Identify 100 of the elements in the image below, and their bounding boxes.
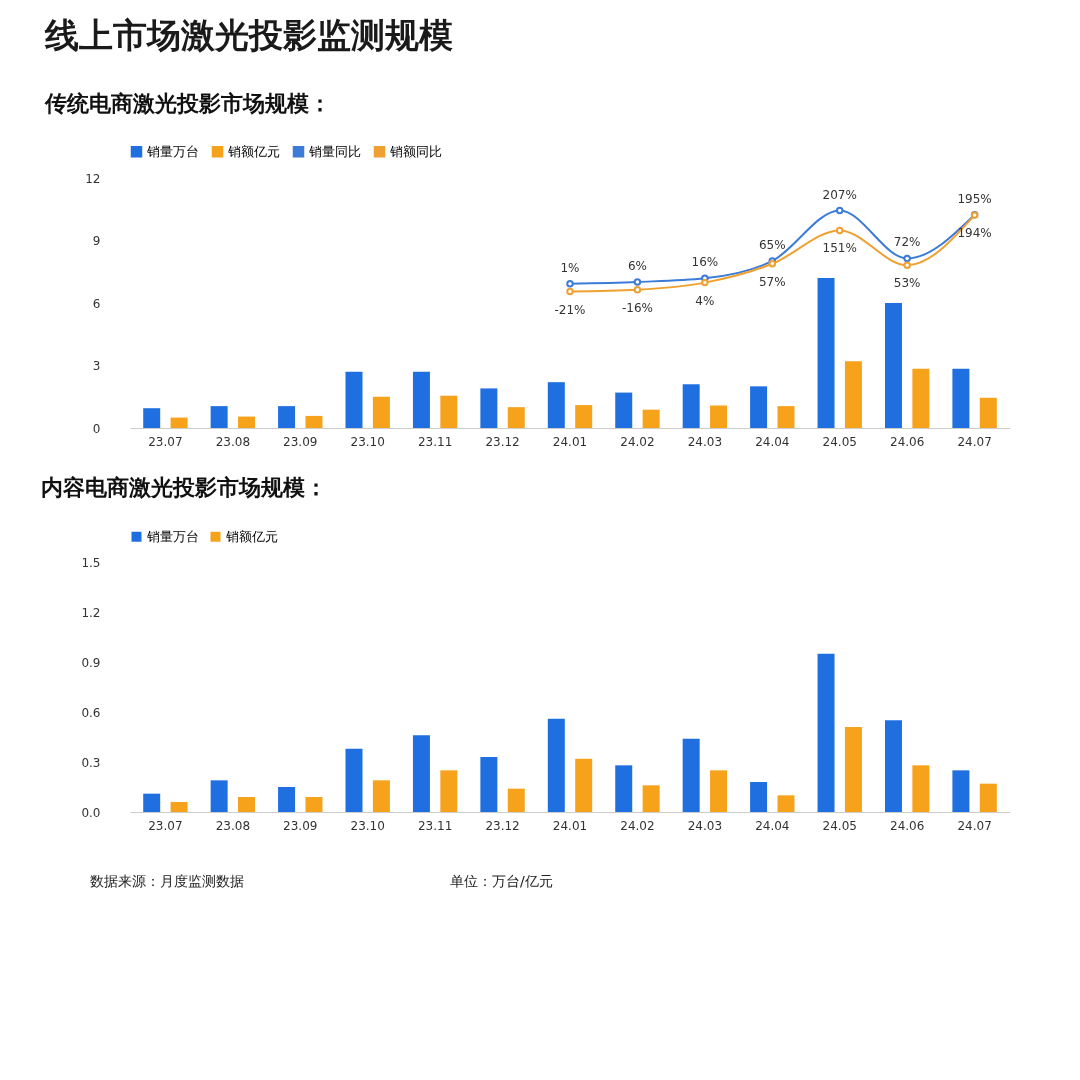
bar <box>412 735 430 812</box>
x-tick-label: 24.02 <box>620 434 655 449</box>
x-tick-label: 23.07 <box>148 434 183 449</box>
data-label: 57% <box>758 274 786 289</box>
data-label: 194% <box>957 226 992 241</box>
bar <box>170 802 188 812</box>
bar <box>844 361 862 428</box>
x-tick-label: 23.08 <box>215 434 251 449</box>
point <box>633 278 642 286</box>
bar <box>507 788 525 812</box>
bar <box>480 388 498 428</box>
bar <box>143 408 161 428</box>
data-label: 65% <box>758 237 786 252</box>
bar <box>952 368 970 428</box>
x-tick-label: 24.04 <box>755 434 790 449</box>
x-tick-label: 23.12 <box>485 434 520 449</box>
legend-label: 销量同比 <box>308 143 361 159</box>
x-tick-label: 23.10 <box>350 434 385 449</box>
y-tick-label: 6 <box>92 296 101 311</box>
bar <box>952 770 970 812</box>
bar <box>642 409 660 428</box>
bar <box>615 392 633 428</box>
bar <box>507 407 525 428</box>
data-label: -16% <box>621 300 653 315</box>
x-tick-label: 23.11 <box>417 434 453 449</box>
y-tick-label: 12 <box>85 171 101 186</box>
bar <box>345 748 363 812</box>
y-tick-label: 1.5 <box>81 555 101 570</box>
bar <box>440 395 458 428</box>
bar <box>912 765 930 812</box>
x-tick-label: 23.12 <box>485 818 520 833</box>
x-tick-label: 24.02 <box>620 818 655 833</box>
point <box>835 206 844 215</box>
x-tick-label: 24.03 <box>687 434 723 449</box>
legend-label: 销量万台 <box>146 143 199 159</box>
data-label: 72% <box>893 235 921 250</box>
point <box>633 285 642 294</box>
x-tick-label: 24.03 <box>687 818 723 833</box>
data-label: 53% <box>893 276 921 291</box>
legend-label: 销量万台 <box>146 528 199 544</box>
bar <box>884 720 902 812</box>
source-note: 数据来源：月度监测数据 <box>90 873 244 889</box>
y-tick-label: 0 <box>92 421 101 436</box>
bar <box>575 405 593 428</box>
chart-title: 线上市场激光投影监测规模 <box>43 15 453 55</box>
bar <box>750 782 768 812</box>
bar <box>238 416 256 428</box>
y-tick-label: 0.9 <box>81 655 101 670</box>
legend-label: 销额亿元 <box>225 528 278 544</box>
bar <box>372 396 390 428</box>
point <box>566 279 574 288</box>
bar <box>710 770 728 812</box>
data-label: 151% <box>822 241 857 256</box>
bar <box>170 417 188 428</box>
text: 单位：万台/亿元 <box>450 873 553 889</box>
x-tick-label: 23.09 <box>283 434 318 449</box>
x-tick-label: 24.05 <box>822 818 857 833</box>
bar <box>884 303 902 428</box>
data-label: -21% <box>554 302 586 317</box>
data-label: 195% <box>957 191 992 206</box>
y-tick-label: 0.6 <box>81 705 101 720</box>
bar <box>372 780 390 812</box>
x-tick-label: 24.06 <box>889 434 925 449</box>
legend-label: 销额同比 <box>389 143 442 159</box>
point <box>701 278 709 287</box>
x-tick-label: 24.01 <box>552 818 588 833</box>
point <box>903 261 911 269</box>
bar <box>305 415 323 428</box>
x-tick-label: 23.09 <box>283 818 318 833</box>
x-tick-label: 24.07 <box>957 818 992 833</box>
bar <box>238 797 256 812</box>
bar <box>305 797 323 812</box>
bar <box>979 783 997 812</box>
point <box>566 287 574 296</box>
x-tick-label: 23.11 <box>417 818 453 833</box>
legend-label: 销额亿元 <box>227 143 280 159</box>
bar <box>440 770 458 812</box>
y-tick-label: 0.3 <box>81 755 101 770</box>
bar <box>143 793 161 812</box>
x-tick-label: 23.08 <box>215 818 251 833</box>
bar <box>682 384 700 428</box>
bar <box>682 738 700 812</box>
data-label: 4% <box>695 293 715 308</box>
x-tick-label: 24.01 <box>552 434 588 449</box>
y-tick-label: 0.0 <box>81 805 101 820</box>
bar <box>979 397 997 428</box>
data-label: 1% <box>560 260 580 275</box>
bar <box>480 757 498 812</box>
bar <box>817 278 835 428</box>
bar <box>844 727 862 812</box>
bar <box>912 368 930 428</box>
bar <box>817 653 835 812</box>
bar <box>642 785 660 812</box>
bar <box>345 371 363 428</box>
bar <box>547 718 565 812</box>
bar <box>777 795 795 812</box>
bar <box>777 406 795 428</box>
y-tick-label: 3 <box>92 359 101 373</box>
bar <box>710 405 728 428</box>
x-tick-label: 24.04 <box>755 818 790 833</box>
